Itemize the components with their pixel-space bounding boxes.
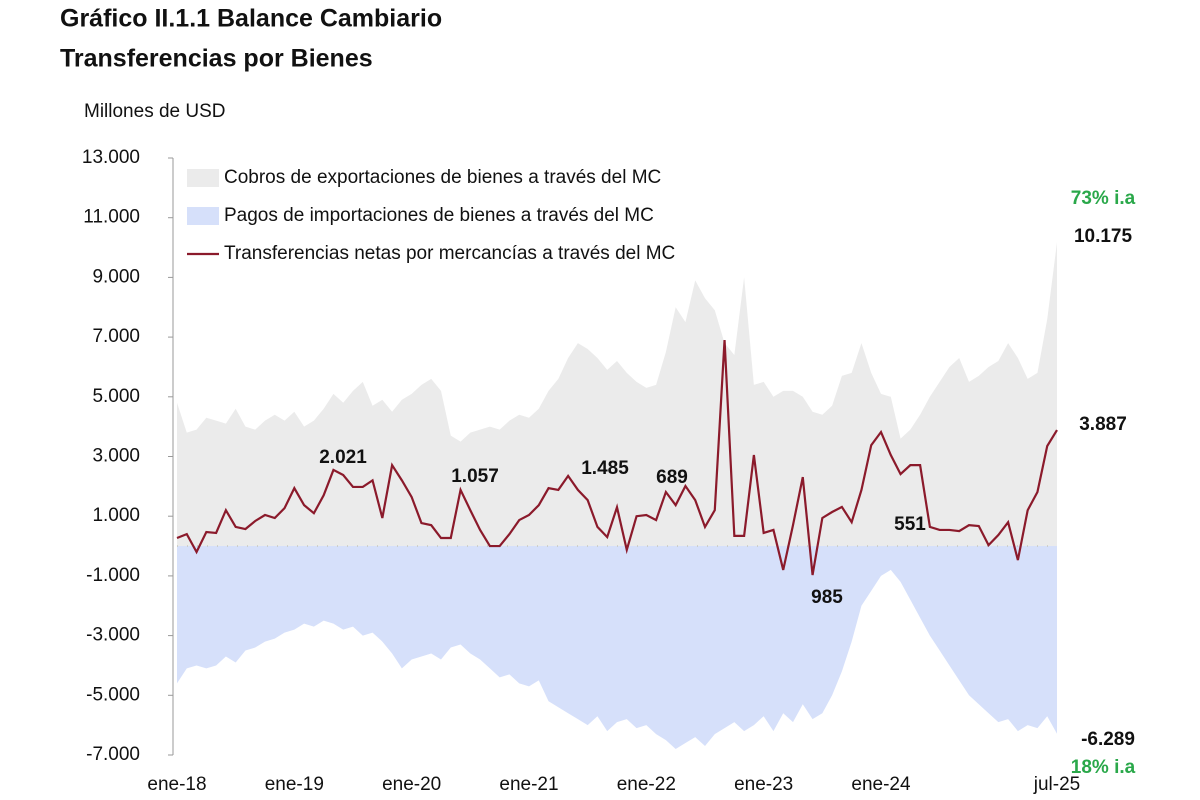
annotation: 551 bbox=[894, 514, 926, 535]
y-tick-label: -5.000 bbox=[86, 684, 140, 705]
x-tick-label: ene-18 bbox=[147, 774, 206, 795]
annotation: 73% i.a bbox=[1071, 188, 1136, 209]
legend-label: Pagos de importaciones de bienes a travé… bbox=[224, 205, 654, 226]
y-tick-label: -1.000 bbox=[86, 565, 140, 586]
legend-label: Transferencias netas por mercancías a tr… bbox=[224, 243, 675, 264]
annotation: 10.175 bbox=[1074, 226, 1133, 247]
y-tick-label: -7.000 bbox=[86, 744, 140, 765]
x-tick-label: ene-20 bbox=[382, 774, 441, 795]
x-tick-label: ene-21 bbox=[499, 774, 558, 795]
area bbox=[177, 242, 1057, 547]
y-tick-label: 13.000 bbox=[82, 147, 140, 168]
y-tick-label: 9.000 bbox=[92, 266, 140, 287]
y-tick-label: 3.000 bbox=[92, 446, 140, 467]
y-axis-label: Millones de USD bbox=[84, 101, 226, 122]
x-tick-label: jul-25 bbox=[1033, 774, 1080, 795]
annotation: 689 bbox=[656, 467, 688, 488]
legend-swatch bbox=[187, 169, 219, 187]
legend-label: Cobros de exportaciones de bienes a trav… bbox=[224, 167, 661, 188]
annotation: -6.289 bbox=[1081, 729, 1135, 750]
x-tick-label: ene-23 bbox=[734, 774, 793, 795]
annotation: 1.057 bbox=[451, 466, 499, 487]
annotation: 1.485 bbox=[581, 458, 629, 479]
y-tick-label: 7.000 bbox=[92, 326, 140, 347]
y-tick-label: 5.000 bbox=[92, 386, 140, 407]
chart-subtitle: Transferencias por Bienes bbox=[60, 45, 373, 73]
x-tick-label: ene-24 bbox=[851, 774, 911, 795]
chart-title: Gráfico II.1.1 Balance Cambiario bbox=[60, 5, 442, 33]
annotation: 985 bbox=[811, 587, 843, 608]
annotation: 3.887 bbox=[1079, 414, 1127, 435]
line bbox=[176, 340, 1058, 576]
area bbox=[177, 546, 1057, 750]
x-tick-label: ene-19 bbox=[265, 774, 324, 795]
y-tick-label: 11.000 bbox=[83, 207, 140, 228]
y-tick-label: -3.000 bbox=[86, 625, 140, 646]
y-tick-label: 1.000 bbox=[92, 505, 140, 526]
legend-swatch bbox=[187, 207, 219, 225]
x-tick-label: ene-22 bbox=[617, 774, 676, 795]
annotation: 2.021 bbox=[319, 447, 367, 468]
annotation: 18% i.a bbox=[1071, 757, 1136, 778]
